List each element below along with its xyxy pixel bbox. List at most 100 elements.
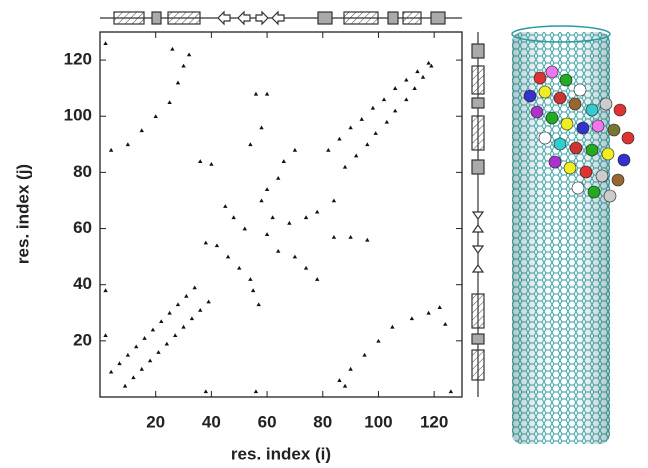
contact-point [131, 375, 136, 380]
contact-point [253, 389, 259, 394]
contact-point [142, 336, 147, 340]
contact-point [264, 91, 270, 96]
contact-point [134, 344, 139, 349]
contact-point [103, 288, 108, 293]
contact-point [108, 369, 114, 374]
contact-point [415, 69, 420, 74]
contact-point [147, 358, 153, 363]
contact-point [276, 176, 281, 180]
contact-point [184, 293, 189, 298]
contact-point [253, 91, 259, 96]
y-tick-label: 20 [73, 330, 92, 349]
contact-point [337, 136, 342, 141]
x-tick-label: 100 [364, 412, 392, 431]
contact-point [181, 63, 186, 68]
y-tick-label: 80 [73, 162, 92, 181]
contact-point [443, 322, 448, 326]
contact-point [326, 147, 331, 152]
contact-point [125, 142, 131, 147]
contact-point [264, 232, 270, 236]
contact-point [223, 204, 228, 208]
contact-point [108, 147, 114, 152]
contact-point [287, 220, 292, 225]
contact-point [209, 161, 214, 166]
contact-point [198, 159, 203, 163]
contact-point [189, 316, 195, 321]
contact-point [331, 198, 337, 203]
contact-point [175, 302, 181, 307]
contact-point [167, 100, 172, 104]
contact-point [248, 142, 253, 147]
contact-point [214, 243, 220, 248]
contact-point [303, 265, 309, 270]
contact-point [259, 198, 264, 203]
contact-point [206, 299, 211, 304]
contact-point [175, 80, 181, 85]
contact-point [370, 105, 376, 110]
contact-point [225, 254, 231, 259]
contact-point [426, 310, 431, 315]
contact-point [381, 97, 387, 102]
contact-point [170, 46, 175, 51]
y-tick-label: 60 [73, 218, 92, 237]
contact-point [337, 378, 342, 382]
contact-point [153, 114, 158, 119]
contact-point [276, 249, 281, 253]
nanotube-image [511, 25, 635, 444]
x-tick-label: 120 [420, 412, 448, 431]
contact-point [248, 277, 253, 281]
contact-point [342, 164, 348, 169]
contact-point [365, 237, 370, 242]
contact-point [315, 277, 320, 281]
contact-point [448, 389, 454, 394]
contact-point [348, 125, 353, 130]
contact-point [437, 305, 442, 309]
secondary-structure-top [100, 10, 462, 26]
contact-point [373, 131, 378, 135]
y-tick-label: 120 [64, 50, 92, 69]
contact-point [292, 254, 298, 259]
contact-point [420, 74, 426, 79]
contact-point [150, 327, 156, 332]
secondary-structure-right [471, 32, 485, 397]
contact-point [404, 77, 409, 82]
contact-point [270, 215, 275, 220]
contact-point [390, 324, 395, 329]
x-tick-label: 60 [258, 412, 277, 431]
contact-point [250, 288, 256, 293]
contact-point [237, 265, 242, 270]
contact-point [259, 125, 264, 130]
contact-point [264, 187, 270, 192]
contact-point [392, 108, 398, 113]
contact-point [186, 52, 192, 57]
contact-point [342, 383, 348, 388]
contact-point [139, 128, 144, 133]
contact-point [365, 142, 370, 147]
contact-point [167, 310, 172, 315]
contact-point [117, 361, 122, 366]
plot-frame [99, 31, 463, 398]
contact-point [281, 159, 286, 163]
x-tick-label: 20 [146, 412, 165, 431]
contact-point [292, 147, 298, 152]
contact-point [348, 234, 353, 239]
contact-point [139, 366, 144, 371]
contact-point [429, 63, 434, 68]
contact-point [122, 383, 128, 388]
contact-point [404, 97, 409, 102]
contact-point [353, 153, 359, 158]
contact-point [198, 307, 203, 312]
contact-point [315, 209, 320, 214]
contact-point [348, 366, 353, 371]
contact-point [242, 226, 247, 231]
contact-point [256, 302, 261, 307]
contact-point [156, 350, 161, 354]
contact-point [125, 352, 131, 357]
contact-point [303, 215, 309, 220]
contact-point [159, 319, 164, 323]
contact-point [231, 215, 236, 220]
y-tick-label: 40 [73, 274, 92, 293]
contact-point [392, 86, 398, 90]
contact-point [426, 60, 431, 65]
